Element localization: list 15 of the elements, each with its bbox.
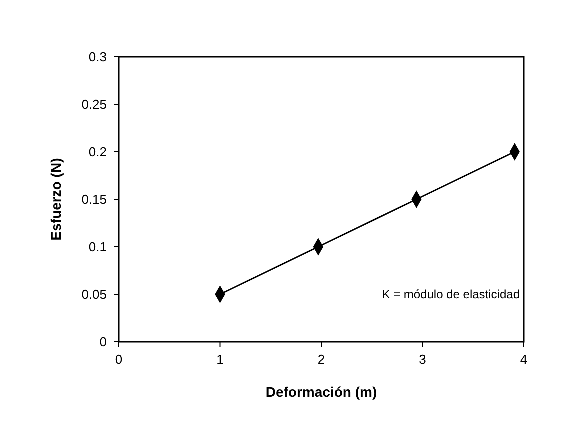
x-tick-label: 4 [520, 352, 528, 367]
x-tick-label: 0 [115, 352, 123, 367]
x-tick-label: 3 [419, 352, 426, 367]
x-axis-title: Deformación (m) [266, 384, 378, 400]
y-tick-label: 0.25 [82, 97, 107, 112]
y-tick-label: 0 [100, 334, 107, 350]
y-tick-label: 0.15 [82, 192, 107, 208]
y-tick-label: 0.3 [88, 50, 107, 65]
x-tick-label: 1 [216, 352, 224, 367]
y-tick-label: 0.05 [82, 287, 107, 302]
x-tick-label: 2 [318, 352, 326, 367]
y-tick-label: 0.2 [88, 144, 107, 160]
y-tick-label: 0.1 [88, 240, 107, 255]
annotation: K = módulo de elasticidad [382, 288, 520, 302]
y-axis-title: Esfuerzo (N) [48, 158, 64, 241]
